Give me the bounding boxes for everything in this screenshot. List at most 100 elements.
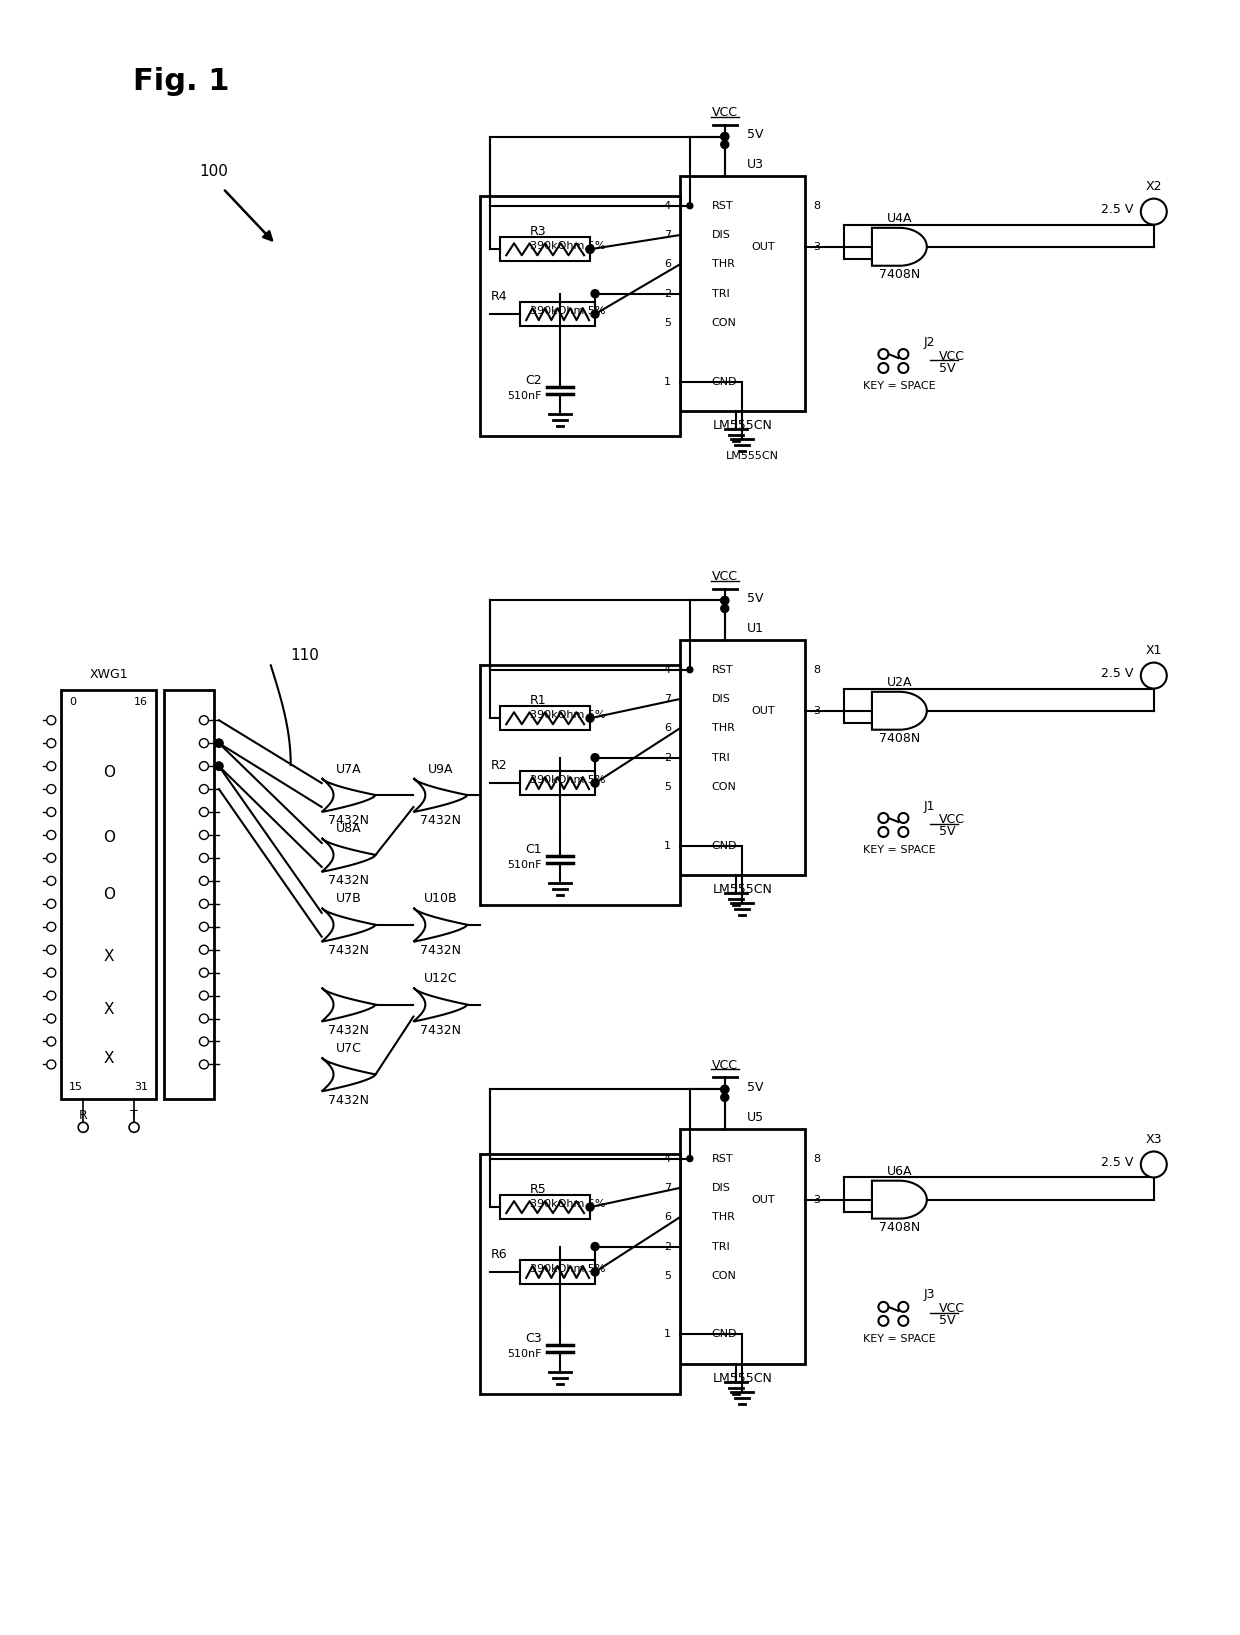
Circle shape — [587, 714, 594, 723]
Circle shape — [47, 762, 56, 770]
Text: LM555CN: LM555CN — [712, 420, 773, 432]
Text: 7408N: 7408N — [879, 1221, 920, 1234]
Text: 4: 4 — [663, 1154, 671, 1164]
Bar — [61, 690, 156, 1099]
Circle shape — [878, 1301, 888, 1311]
Circle shape — [47, 922, 56, 932]
Bar — [500, 237, 590, 262]
Text: J2: J2 — [924, 335, 935, 348]
Text: R4: R4 — [490, 289, 507, 302]
Text: U7C: U7C — [336, 1041, 362, 1055]
Circle shape — [47, 831, 56, 839]
Text: TRI: TRI — [712, 1241, 729, 1251]
Text: 7: 7 — [663, 1182, 671, 1194]
Circle shape — [129, 1122, 139, 1133]
Text: 510nF: 510nF — [507, 1349, 542, 1359]
Text: C3: C3 — [526, 1333, 542, 1346]
Text: 5V: 5V — [939, 1315, 956, 1328]
Bar — [500, 706, 590, 731]
Bar — [480, 1154, 680, 1393]
Text: XWG1: XWG1 — [89, 667, 128, 680]
Text: GND: GND — [712, 376, 738, 386]
Circle shape — [200, 1059, 208, 1069]
Bar — [480, 665, 680, 904]
Text: CON: CON — [712, 782, 737, 791]
Circle shape — [200, 899, 208, 909]
Text: 100: 100 — [198, 164, 228, 178]
Circle shape — [898, 363, 909, 373]
Text: 7: 7 — [663, 231, 671, 240]
Text: OUT: OUT — [751, 1195, 775, 1205]
Circle shape — [200, 1037, 208, 1046]
Text: C2: C2 — [526, 374, 542, 387]
Text: 5: 5 — [663, 317, 671, 329]
Circle shape — [200, 853, 208, 862]
Circle shape — [587, 1203, 594, 1212]
Text: 2: 2 — [663, 289, 671, 299]
Polygon shape — [413, 907, 467, 942]
Text: 5: 5 — [663, 1270, 671, 1280]
Text: DIS: DIS — [712, 1182, 730, 1194]
Circle shape — [898, 813, 909, 822]
Text: R2: R2 — [490, 759, 507, 772]
Text: 8: 8 — [813, 1154, 821, 1164]
Text: X: X — [103, 1002, 114, 1017]
Circle shape — [47, 945, 56, 955]
Circle shape — [200, 1014, 208, 1024]
Circle shape — [720, 1094, 729, 1102]
Bar — [680, 1130, 805, 1364]
Text: U2A: U2A — [887, 677, 913, 690]
Circle shape — [47, 876, 56, 885]
Circle shape — [1141, 662, 1167, 688]
Text: VCC: VCC — [712, 1059, 738, 1073]
Text: 7432N: 7432N — [420, 1024, 461, 1037]
Bar — [500, 1195, 590, 1220]
Circle shape — [591, 289, 599, 298]
Circle shape — [720, 1086, 729, 1094]
Text: 390kOhm 5%: 390kOhm 5% — [531, 1198, 605, 1210]
Text: U6A: U6A — [887, 1166, 913, 1179]
Circle shape — [687, 667, 693, 672]
Circle shape — [47, 808, 56, 816]
Text: 110: 110 — [290, 647, 320, 662]
Circle shape — [878, 813, 888, 822]
Text: 1: 1 — [663, 376, 671, 386]
Text: THR: THR — [712, 1212, 734, 1223]
Text: GND: GND — [712, 840, 738, 850]
Circle shape — [720, 132, 729, 141]
Text: 6: 6 — [663, 723, 671, 734]
Text: U12C: U12C — [424, 973, 458, 986]
Text: TRI: TRI — [712, 289, 729, 299]
Circle shape — [591, 780, 599, 786]
Text: VCC: VCC — [939, 814, 965, 827]
Circle shape — [47, 716, 56, 724]
Circle shape — [687, 203, 693, 209]
Text: LM555CN: LM555CN — [725, 451, 779, 461]
Text: 2.5 V: 2.5 V — [1101, 203, 1133, 216]
Polygon shape — [321, 1058, 376, 1092]
Bar — [164, 690, 215, 1099]
Text: U4A: U4A — [887, 213, 913, 226]
Text: 7408N: 7408N — [879, 268, 920, 281]
Circle shape — [200, 876, 208, 885]
Text: KEY = SPACE: KEY = SPACE — [863, 1334, 936, 1344]
Text: J3: J3 — [924, 1288, 935, 1301]
Text: 6: 6 — [663, 260, 671, 270]
Text: U7A: U7A — [336, 762, 361, 775]
Text: O: O — [103, 831, 114, 845]
Text: 3: 3 — [813, 242, 821, 252]
Text: 390kOhm 5%: 390kOhm 5% — [531, 775, 605, 785]
Circle shape — [200, 831, 208, 839]
Bar — [680, 641, 805, 875]
Text: KEY = SPACE: KEY = SPACE — [863, 845, 936, 855]
Text: X: X — [103, 1051, 114, 1066]
Text: CON: CON — [712, 317, 737, 329]
Text: R3: R3 — [531, 226, 547, 237]
Text: 7432N: 7432N — [329, 814, 370, 827]
Text: X3: X3 — [1146, 1133, 1162, 1146]
Bar — [521, 302, 595, 325]
Circle shape — [587, 245, 594, 253]
Text: 1: 1 — [663, 1329, 671, 1339]
Text: 7432N: 7432N — [329, 875, 370, 888]
Circle shape — [591, 754, 599, 762]
